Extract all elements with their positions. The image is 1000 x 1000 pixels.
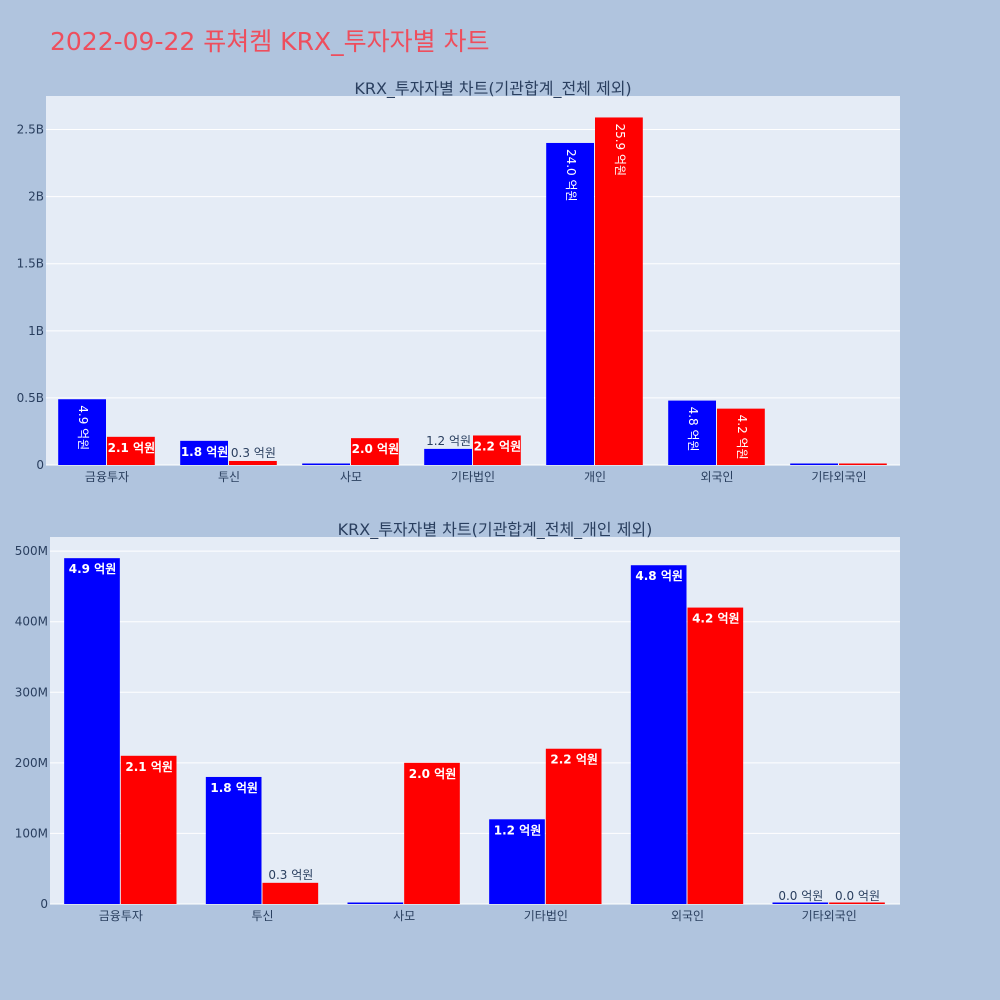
data-label: 4.2 억원: [692, 612, 740, 626]
bar: [64, 558, 120, 904]
bar: [107, 436, 155, 465]
data-label: 1.2 억원: [494, 823, 542, 837]
y-tick-label: 100M: [15, 826, 48, 840]
data-label: 4.2 억원: [735, 415, 749, 460]
bar: [262, 882, 319, 904]
data-label: 1.2 억원: [426, 434, 471, 448]
bar: [630, 565, 687, 904]
page-title: 2022-09-22 퓨쳐켐 KRX_투자자별 차트: [50, 27, 490, 56]
data-label: 1.8 억원: [181, 445, 229, 459]
x-tick-label: 기타외국인: [811, 470, 866, 484]
data-label: 2.2 억원: [474, 439, 522, 453]
y-tick-label: 400M: [15, 615, 48, 629]
x-tick-label: 금융투자: [85, 470, 129, 484]
y-tick-label: 1B: [28, 324, 44, 338]
x-tick-label: 투신: [251, 909, 273, 923]
y-tick-label: 1.5B: [17, 257, 44, 271]
data-label: 0.0 억원: [835, 889, 880, 903]
bar: [424, 448, 472, 465]
bar: [229, 460, 277, 465]
data-label: 2.2 억원: [550, 753, 598, 767]
y-tick-label: 2B: [28, 190, 44, 204]
x-tick-label: 사모: [340, 470, 362, 484]
x-tick-label: 투신: [218, 470, 240, 484]
bar: [839, 463, 887, 465]
y-tick-label: 500M: [15, 544, 48, 558]
bar: [404, 762, 460, 904]
data-label: 2.1 억원: [108, 441, 156, 455]
bar: [489, 819, 545, 904]
y-tick-label: 300M: [15, 685, 48, 699]
bar: [180, 440, 228, 465]
data-label: 25.9 억원: [613, 123, 627, 176]
chart-title: KRX_투자자별 차트(기관합계_전체_개인 제외): [338, 520, 653, 540]
data-label: 0.0 억원: [778, 889, 823, 903]
chart-title: KRX_투자자별 차트(기관합계_전체 제외): [354, 79, 631, 99]
y-tick-label: 2.5B: [17, 123, 44, 137]
data-label: 0.3 억원: [268, 868, 313, 882]
x-tick-label: 외국인: [700, 470, 733, 484]
bar: [829, 902, 885, 904]
y-tick-label: 200M: [15, 756, 48, 770]
data-label: 2.0 억원: [352, 442, 400, 456]
x-tick-label: 외국인: [671, 909, 704, 923]
data-label: 4.8 억원: [686, 407, 700, 452]
x-tick-label: 기타법인: [524, 909, 568, 923]
data-label: 2.1 억원: [125, 760, 173, 774]
y-tick-label: 0: [40, 897, 48, 911]
bar: [120, 755, 177, 904]
bar: [717, 408, 765, 465]
data-label: 4.9 억원: [69, 562, 117, 576]
bar: [595, 117, 643, 466]
x-tick-label: 금융투자: [99, 909, 143, 923]
x-tick-label: 기타외국인: [802, 909, 857, 923]
bar: [546, 142, 594, 466]
x-tick-label: 개인: [584, 470, 606, 484]
plot-area: [50, 537, 900, 904]
data-label: 4.9 억원: [76, 405, 90, 450]
bar: [302, 463, 350, 465]
bar: [772, 902, 829, 904]
bar: [545, 748, 602, 904]
data-label: 2.0 억원: [409, 767, 457, 781]
bar: [351, 438, 399, 465]
bar: [687, 607, 744, 904]
plot-area: [46, 96, 900, 465]
bar: [205, 776, 262, 904]
bar: [668, 400, 716, 465]
y-tick-label: 0.5B: [17, 391, 44, 405]
x-tick-label: 기타법인: [451, 470, 495, 484]
bar: [347, 902, 404, 904]
data-label: 24.0 억원: [564, 149, 578, 202]
x-tick-label: 사모: [393, 909, 415, 923]
data-label: 0.3 억원: [231, 446, 276, 460]
data-label: 4.8 억원: [635, 569, 683, 583]
y-tick-label: 0: [36, 458, 44, 472]
bar: [473, 435, 521, 465]
data-label: 1.8 억원: [210, 781, 258, 795]
bar: [790, 463, 838, 465]
bar: [58, 399, 106, 465]
